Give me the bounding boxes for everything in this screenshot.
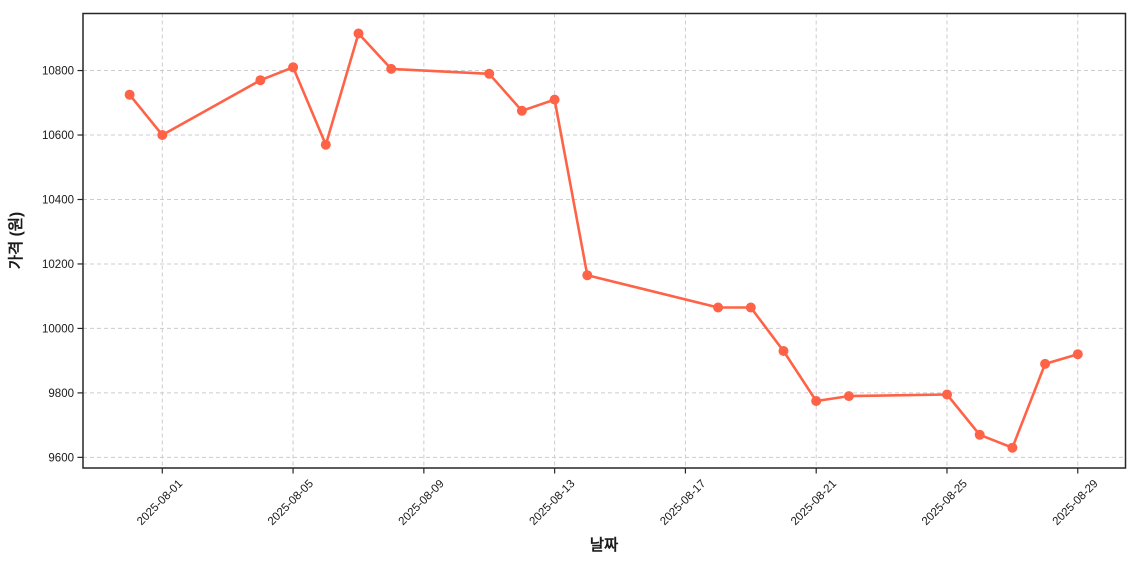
data-point-marker [353, 28, 364, 39]
gridlines [83, 13, 1126, 468]
y-tick-label: 9600 [48, 452, 74, 464]
data-point-marker [942, 389, 952, 400]
data-point-marker [778, 346, 789, 356]
data-point-marker [549, 94, 560, 105]
data-point-marker [255, 75, 266, 86]
plot-border [82, 12, 1127, 469]
y-tick-label: 10200 [42, 259, 74, 271]
x-tick-label: 2025-08-25 [920, 478, 970, 528]
x-tick-label: 2025-08-05 [266, 478, 316, 528]
data-point-marker [484, 68, 495, 79]
price-line [128, 32, 1080, 450]
data-point-marker [1072, 349, 1083, 360]
y-tick-label: 9800 [48, 388, 74, 400]
data-point-marker [974, 429, 985, 440]
data-point-marker [386, 63, 397, 74]
data-point-marker [745, 302, 756, 313]
x-tick-label: 2025-08-13 [527, 478, 577, 528]
y-tick-label: 10800 [42, 66, 74, 78]
data-point-marker [288, 62, 299, 73]
data-point-marker [582, 270, 593, 281]
x-tick-label: 2025-08-29 [1051, 478, 1101, 528]
y-tick-label: 10400 [42, 194, 74, 206]
x-tick-label: 2025-08-01 [135, 478, 185, 528]
price-series [124, 28, 1083, 453]
data-point-marker [157, 130, 168, 140]
data-point-marker [124, 89, 135, 100]
x-tick-label: 2025-08-21 [789, 478, 839, 528]
data-point-marker [1040, 358, 1051, 369]
data-point-marker [320, 139, 331, 150]
x-tick-label: 2025-08-17 [658, 478, 708, 528]
tick-labels: 9600 9800 10000 10200 10400 10600 10800 2025-08… [42, 66, 1101, 528]
x-axis-label: 날짜 [590, 536, 619, 554]
y-axis-label: 가격 (원) [7, 212, 25, 269]
axes [77, 12, 1127, 474]
y-tick-label: 10600 [42, 130, 74, 142]
data-point-marker [811, 396, 822, 406]
data-point-marker [1007, 442, 1018, 453]
x-tick-label: 2025-08-09 [397, 478, 447, 528]
data-point-marker [843, 391, 854, 402]
y-tick-label: 10000 [42, 323, 74, 335]
data-point-marker [713, 302, 724, 313]
data-point-marker [516, 105, 527, 116]
